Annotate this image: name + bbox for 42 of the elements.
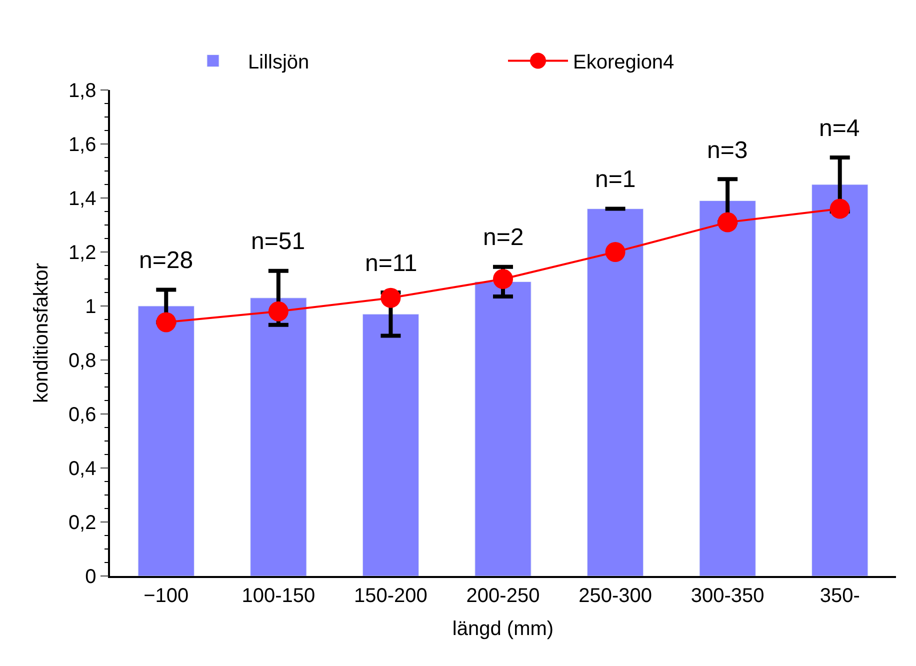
x-tick-label: 100-150 bbox=[242, 584, 316, 607]
point bbox=[493, 269, 513, 289]
y-tick-label: 0,6 bbox=[68, 404, 96, 426]
annotation: n=51 bbox=[251, 228, 306, 255]
y-tick-label: 1,2 bbox=[68, 242, 96, 264]
y-axis-title: konditionsfaktor bbox=[30, 262, 52, 404]
point bbox=[605, 242, 626, 262]
bar bbox=[699, 200, 756, 576]
point bbox=[156, 312, 176, 332]
x-tick-label: 350- bbox=[820, 584, 860, 607]
point bbox=[268, 301, 288, 322]
legend-label: Ekoregion4 bbox=[573, 52, 674, 74]
y-tick-label: 0,2 bbox=[68, 512, 96, 534]
point bbox=[830, 198, 850, 219]
annotation: n=11 bbox=[365, 250, 418, 277]
y-tick-label: 1,4 bbox=[68, 188, 96, 210]
annotation: n=28 bbox=[139, 247, 194, 274]
annotation: n=4 bbox=[819, 115, 860, 142]
annotation: n=3 bbox=[707, 137, 748, 164]
y-tick-label: 0,4 bbox=[68, 458, 96, 480]
x-tick-label: 200-250 bbox=[466, 584, 540, 607]
annotation: n=2 bbox=[483, 224, 524, 251]
bar bbox=[812, 184, 868, 576]
bar bbox=[474, 281, 532, 576]
y-tick-label: 0,8 bbox=[68, 350, 96, 372]
y-tick-label: 0 bbox=[85, 566, 96, 588]
point bbox=[380, 288, 401, 308]
x-tick-label: 250-300 bbox=[578, 584, 652, 607]
annotation: n=1 bbox=[595, 166, 636, 193]
bar bbox=[250, 298, 307, 576]
legend-label: Lillsjön bbox=[248, 52, 310, 74]
y-tick-label: 1 bbox=[85, 296, 96, 318]
point bbox=[718, 212, 738, 232]
bar bbox=[362, 314, 420, 576]
y-tick-label: 1,8 bbox=[68, 80, 96, 102]
bar bbox=[586, 208, 644, 576]
x-tick-label: 300-350 bbox=[690, 584, 764, 607]
x-tick-label: 150-200 bbox=[354, 584, 428, 607]
x-axis-title: längd (mm) bbox=[452, 618, 554, 640]
bar bbox=[138, 306, 194, 576]
y-tick-label: 1,6 bbox=[68, 134, 96, 156]
x-tick-label: −100 bbox=[144, 584, 189, 607]
